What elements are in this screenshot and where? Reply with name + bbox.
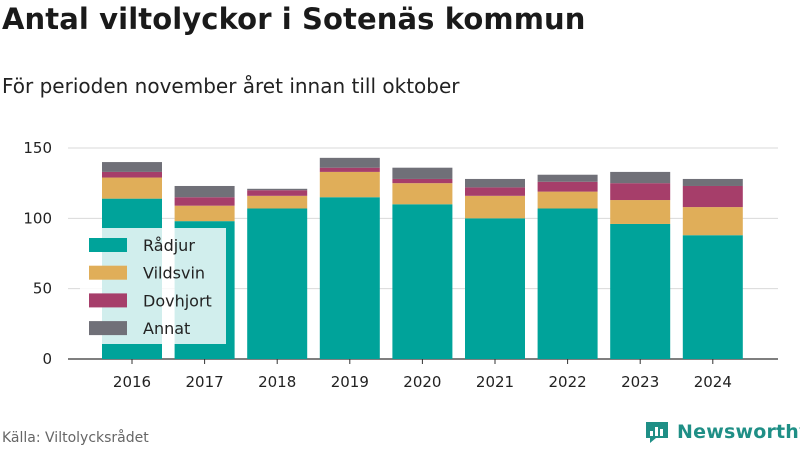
bar-2019-annat[interactable] bbox=[319, 157, 380, 168]
bar-2022-vildsvin[interactable] bbox=[537, 191, 598, 209]
x-axis-ticks: 2016 2017 2018 2019 2020 2021 2022 2023 2024 bbox=[113, 359, 732, 391]
legend-swatch-vildsvin bbox=[89, 265, 127, 280]
bar-2023-annat[interactable] bbox=[610, 171, 671, 184]
x-tick-label: 2019 bbox=[331, 373, 369, 391]
bar-2016-vildsvin[interactable] bbox=[102, 177, 162, 199]
bar-2022-radjur[interactable] bbox=[537, 208, 598, 359]
bar-2024-vildsvin[interactable] bbox=[682, 207, 743, 236]
y-tick-label: 100 bbox=[23, 209, 52, 227]
bar-2020-radjur[interactable] bbox=[392, 204, 453, 359]
bar-2023-radjur[interactable] bbox=[610, 223, 671, 359]
bar-2018-annat[interactable] bbox=[247, 188, 308, 191]
bar-2024-dovhjort[interactable] bbox=[682, 185, 743, 208]
bar-2017-dovhjort[interactable] bbox=[174, 197, 235, 206]
x-tick-label: 2018 bbox=[258, 373, 296, 391]
chart-subtitle: För perioden november året innan till ok… bbox=[2, 74, 460, 98]
y-tick-label: 0 bbox=[42, 350, 52, 368]
bar-2024-radjur[interactable] bbox=[682, 235, 743, 359]
bar-2023-vildsvin[interactable] bbox=[610, 200, 671, 224]
bar-2016-dovhjort[interactable] bbox=[102, 171, 162, 178]
bar-2020-vildsvin[interactable] bbox=[392, 183, 453, 205]
bar-2018-vildsvin[interactable] bbox=[247, 195, 308, 209]
brand-name: Newsworthy bbox=[677, 421, 800, 443]
bar-2022-dovhjort[interactable] bbox=[537, 181, 598, 192]
bar-2024-annat[interactable] bbox=[682, 178, 743, 186]
bar-2019-dovhjort[interactable] bbox=[319, 167, 380, 172]
y-tick-label: 50 bbox=[33, 280, 52, 298]
legend-label-vildsvin: Vildsvin bbox=[143, 264, 205, 283]
bar-2018-dovhjort[interactable] bbox=[247, 190, 308, 196]
newsworthy-logo-icon bbox=[646, 422, 668, 443]
source-note: Källa: Viltolycksrådet bbox=[2, 430, 149, 446]
bar-2021-vildsvin[interactable] bbox=[465, 195, 525, 219]
bar-2019-vildsvin[interactable] bbox=[319, 171, 380, 198]
x-tick-label: 2017 bbox=[186, 373, 224, 391]
legend-label-dovhjort: Dovhjort bbox=[143, 291, 212, 310]
brand-logo[interactable]: Newsworthy bbox=[644, 419, 800, 445]
chart-title: Antal viltolyckor i Sotenäs kommun bbox=[2, 2, 586, 36]
bar-2020-annat[interactable] bbox=[392, 167, 453, 179]
legend-swatch-radjur bbox=[89, 238, 127, 252]
x-tick-label: 2020 bbox=[403, 373, 441, 391]
x-tick-label: 2022 bbox=[549, 373, 587, 391]
legend-swatch-annat bbox=[89, 321, 127, 336]
bar-2021-dovhjort[interactable] bbox=[465, 187, 525, 196]
y-axis-ticks: 0 50 100 150 bbox=[23, 139, 52, 368]
legend-label-radjur: Rådjur bbox=[143, 236, 195, 255]
bar-2020-dovhjort[interactable] bbox=[392, 178, 453, 184]
x-tick-label: 2023 bbox=[621, 373, 659, 391]
bar-2017-annat[interactable] bbox=[174, 185, 235, 198]
bar-2023-dovhjort[interactable] bbox=[610, 183, 671, 201]
x-tick-label: 2024 bbox=[694, 373, 732, 391]
bar-2019-radjur[interactable] bbox=[319, 197, 380, 359]
bar-2017-vildsvin[interactable] bbox=[174, 205, 235, 222]
bar-2022-annat[interactable] bbox=[537, 174, 598, 182]
legend: Rådjur Vildsvin Dovhjort Annat bbox=[80, 228, 226, 344]
legend-swatch-dovhjort bbox=[89, 293, 127, 308]
x-tick-label: 2016 bbox=[113, 373, 151, 391]
bar-2018-radjur[interactable] bbox=[247, 208, 308, 359]
bar-2021-annat[interactable] bbox=[465, 178, 525, 188]
legend-label-annat: Annat bbox=[143, 319, 190, 338]
x-tick-label: 2021 bbox=[476, 373, 514, 391]
bar-2021-radjur[interactable] bbox=[465, 218, 525, 359]
bar-2016-annat[interactable] bbox=[102, 162, 162, 172]
y-tick-label: 150 bbox=[23, 139, 52, 157]
